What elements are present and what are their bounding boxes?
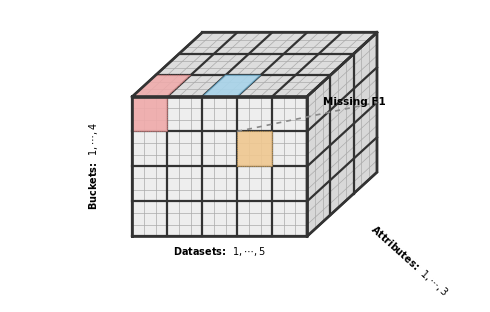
Polygon shape [132,96,168,131]
Polygon shape [307,32,377,236]
Polygon shape [132,75,191,96]
Text: Attributes:  $1, \cdots, 3$: Attributes: $1, \cdots, 3$ [368,222,451,299]
Polygon shape [202,75,261,96]
Polygon shape [132,32,377,96]
Polygon shape [132,96,307,236]
Text: Buckets:  $1, \cdots, 4$: Buckets: $1, \cdots, 4$ [87,122,100,210]
Polygon shape [237,131,272,166]
Text: Missing F1: Missing F1 [322,97,386,107]
Text: Datasets:  $1, \cdots, 5$: Datasets: $1, \cdots, 5$ [173,245,266,258]
